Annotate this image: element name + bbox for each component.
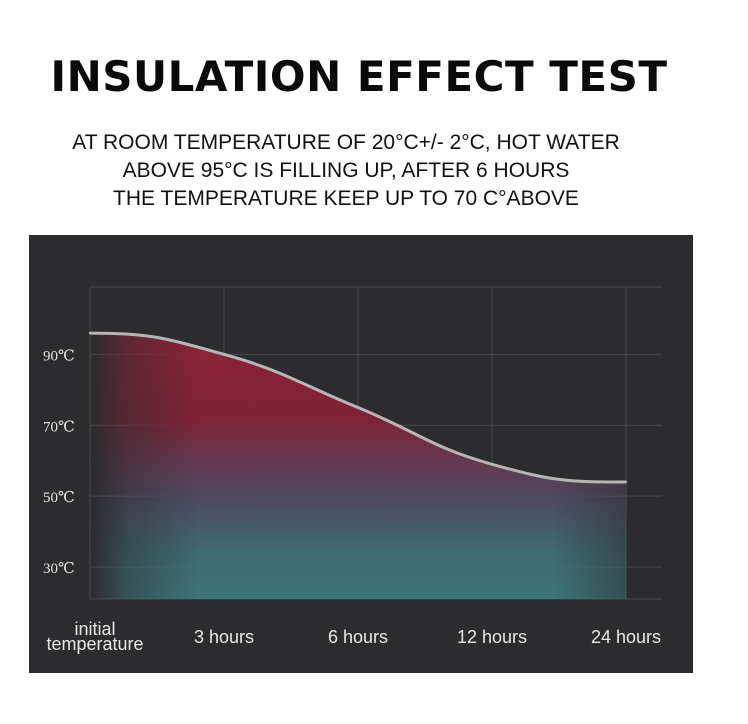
subtitle-line-1: AT ROOM TEMPERATURE OF 20°C+/- 2°C, HOT … [72,131,620,154]
data-point [88,331,92,335]
x-tick-label: 24 hours [591,627,661,647]
curve-layer [88,331,628,484]
temperature-area [90,333,626,599]
data-point [356,406,360,409]
y-tick-label: 90℃ [43,348,75,364]
y-tick-label: 30℃ [43,561,75,577]
subtitle-line-3: THE TEMPERATURE KEEP UP TO 70 C°ABOVE [113,187,579,210]
y-tick-label: 70℃ [43,419,75,435]
x-tick-label: temperature [46,634,143,654]
data-point [490,463,494,466]
x-tick-label: 6 hours [328,627,388,647]
area-fill [90,333,626,599]
chart-title: INSULATION EFFECT TEST [50,52,668,101]
x-tick-label: initial [74,619,115,639]
data-point [624,480,628,484]
x-tick-label: 12 hours [457,627,527,647]
x-tick-label: 3 hours [194,627,254,647]
subtitle-line-2: ABOVE 95°C IS FILLING UP, AFTER 6 HOURS [122,159,570,182]
data-point [222,353,226,356]
y-tick-label: 50℃ [43,490,75,506]
